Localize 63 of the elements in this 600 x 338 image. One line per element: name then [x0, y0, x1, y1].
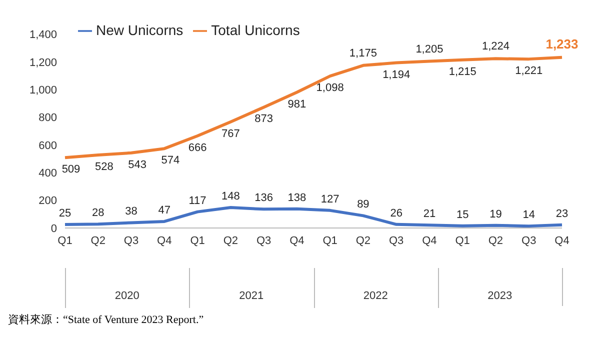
legend-label: Total Unicorns [211, 22, 300, 38]
x-tick-label: Q2 [488, 234, 504, 247]
x-tick-label: Q3 [124, 234, 139, 247]
data-label: 543 [128, 158, 146, 171]
data-label: 28 [92, 207, 104, 220]
x-tick-label: Q2 [356, 234, 371, 247]
data-label: 19 [490, 208, 502, 220]
text: 2020 [114, 290, 140, 302]
text: 2022 [362, 290, 389, 302]
data-label: 981 [288, 98, 306, 110]
x-tick-label: Q4 [422, 234, 437, 247]
y-tick-label: 800 [38, 112, 57, 124]
data-label: 21 [423, 208, 436, 220]
x-tick-label: Q3 [522, 234, 536, 247]
data-label: 14 [522, 209, 535, 222]
data-label: 1,194 [382, 68, 410, 81]
data-label: 1,215 [448, 66, 476, 78]
x-tick-label: Q2 [223, 234, 238, 247]
data-label: 528 [94, 160, 114, 173]
legend-label: New Unicorns [96, 22, 184, 38]
text: 2021 [238, 290, 265, 302]
x-tick-label: Q2 [90, 234, 106, 247]
data-label: 509 [62, 164, 80, 176]
y-tick-label: 400 [38, 168, 57, 180]
data-label: 127 [320, 193, 340, 206]
x-tick-label: Q3 [388, 234, 404, 247]
y-tick-label: 0 [50, 222, 57, 235]
data-label: 767 [221, 128, 240, 140]
data-label: 1,205 [416, 43, 444, 56]
y-tick-label: 1,000 [29, 84, 57, 97]
x-tick-label: Q4 [157, 234, 172, 247]
data-label: 26 [390, 207, 402, 220]
y-tick-label: 200 [38, 195, 57, 208]
data-label: 1,221 [515, 65, 543, 78]
y-tick-label: 1,400 [29, 29, 57, 42]
data-label: 23 [556, 208, 568, 220]
x-tick-label: Q1 [322, 234, 338, 247]
data-label: 117 [188, 194, 206, 207]
data-label: 148 [221, 190, 240, 203]
data-label: 1,233 [546, 36, 578, 52]
data-label: 15 [456, 208, 469, 221]
data-label: 1,224 [482, 40, 510, 53]
data-label: 25 [58, 208, 72, 220]
x-tick-label: Q4 [290, 234, 304, 247]
data-label: 1,175 [349, 47, 377, 60]
data-label: 136 [254, 192, 273, 204]
x-tick-label: Q1 [190, 234, 205, 247]
y-tick-label: 1,200 [29, 56, 57, 69]
data-label: 138 [288, 192, 306, 204]
x-tick-label: Q1 [58, 234, 72, 247]
y-tick-label: 600 [38, 140, 57, 152]
data-label: 574 [161, 154, 180, 167]
source-note: 資料來源：“State of Venture 2023 Report.” [8, 313, 205, 327]
data-label: 666 [188, 142, 207, 154]
data-label: 89 [357, 198, 370, 211]
data-label: 47 [158, 204, 171, 216]
data-label: 38 [125, 206, 138, 218]
text: 2023 [486, 290, 514, 302]
data-label: 1,098 [316, 82, 344, 94]
x-tick-label: Q4 [554, 234, 570, 247]
x-tick-label: Q3 [256, 234, 272, 247]
x-tick-label: Q1 [455, 234, 470, 247]
data-label: 873 [254, 113, 273, 126]
